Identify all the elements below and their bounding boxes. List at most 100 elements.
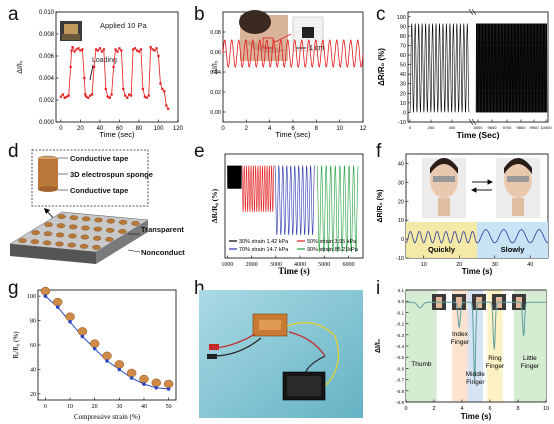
zoom-box (31, 149, 149, 207)
data-point (106, 95, 109, 98)
x-axis-label-a: Time (sec) (99, 130, 135, 139)
data-point (126, 96, 129, 99)
y-tick-label: -0.5 (396, 355, 404, 360)
data-point (75, 48, 78, 51)
data-point (87, 96, 90, 99)
x-tick-label: 6 (291, 126, 295, 132)
data-point (61, 93, 64, 96)
x-tick-label: 40 (97, 126, 104, 132)
sponge-marker (40, 286, 51, 296)
series-line-i (406, 301, 546, 381)
y-axis-label-e: ΔR/R₀ (%) (210, 188, 219, 223)
x-tick-label: 40 (527, 262, 533, 268)
sponge-marker (114, 360, 125, 369)
series-line-g (45, 295, 169, 390)
sponge-dot (80, 234, 90, 240)
data-point (102, 48, 105, 51)
legend-label: 50% strain 3.95 kPa (307, 239, 357, 245)
x-tick-label: 100 (153, 126, 164, 132)
sponge-marker (139, 374, 149, 384)
y-tick-label: 100 (397, 15, 406, 21)
sponge-dot (57, 214, 66, 220)
y-tick-label: 60 (30, 343, 36, 349)
y-tick-label: -10 (396, 256, 404, 262)
x-tick-label: 20 (92, 404, 98, 410)
x-tick-label: 4 (460, 406, 463, 412)
chart-e: 1000 2000 3000 4000 5000 6000 30% strain 1.42… (210, 153, 364, 276)
y-tick-label: -0.4 (396, 344, 404, 349)
x-tick-label: 30 (116, 404, 122, 410)
data-point (110, 93, 113, 96)
region-band (452, 290, 468, 402)
sponge-dot (55, 241, 64, 247)
sponge-dot (69, 215, 79, 221)
data-point (114, 48, 117, 51)
data-point (139, 48, 143, 51)
x-tick-label: 40 (141, 404, 147, 410)
sponge-dot (92, 245, 101, 250)
data-point (145, 96, 148, 99)
data-point (116, 50, 119, 53)
region-label-slowly: Slowly (501, 245, 526, 254)
x-tick-label: 400 (449, 125, 456, 130)
panel-label-a: a (8, 4, 19, 25)
data-point (92, 346, 97, 351)
y-tick-label: 0.000 (39, 120, 55, 126)
data-point (85, 95, 88, 98)
panel-label-d: d (8, 141, 19, 162)
y-tick-label: -0.8 (396, 389, 404, 394)
x-tick-label: 10000 (540, 125, 552, 130)
sponge-dot (43, 231, 53, 237)
sponge-dot (81, 216, 91, 222)
data-point (142, 382, 146, 386)
sponge-dot (18, 238, 27, 244)
x-tick-label: 9700 (503, 125, 513, 130)
y-tick-label: 90 (400, 24, 406, 30)
clip-leads (207, 322, 339, 387)
data-point (104, 87, 107, 91)
series-line-e-2 (274, 165, 315, 235)
sponge-dot (30, 239, 40, 245)
data-point (63, 96, 66, 99)
chart-b: 1 cm 0 2 4 6 8 10 120.000.020.040.060.08 Time … (210, 10, 367, 139)
y-tick-label: 0.02 (210, 90, 221, 96)
x-tick-label: 2000 (246, 262, 258, 268)
sensor-board (252, 313, 288, 337)
x-tick-label: 80 (136, 126, 143, 132)
panel-label-g: g (8, 278, 19, 299)
data-point (100, 50, 103, 53)
x-tick-label: 8 (315, 126, 319, 132)
sponge-marker (65, 312, 75, 322)
y-tick-label: 60 (400, 53, 406, 59)
data-point (157, 54, 160, 58)
region-slowly (477, 222, 548, 258)
data-point (98, 47, 102, 50)
data-point (84, 93, 87, 96)
sponge-dot (118, 229, 127, 234)
data-point (118, 47, 121, 50)
sponge-dot (81, 225, 90, 231)
y-tick-label: -10 (398, 120, 406, 126)
data-point (167, 107, 170, 110)
data-point (151, 48, 154, 51)
y-tick-label: 10 (398, 218, 404, 224)
y-tick-label: 80 (400, 34, 406, 40)
data-point (79, 49, 82, 52)
x-tick-label: 6000 (342, 262, 354, 268)
y-tick-label: 20 (400, 91, 406, 97)
y-tick-label: 20 (398, 199, 404, 205)
label-nonconductive-foam: Nonconductive foam (141, 248, 185, 257)
y-axis-label-i: ΔI/I₀ (375, 339, 382, 353)
x-tick-label: 10 (543, 406, 549, 412)
y-tick-label: 10 (400, 101, 406, 107)
label-conductive-tape-bottom: Conductive tape (70, 186, 128, 195)
y-tick-label: 0.04 (210, 70, 221, 76)
data-point (92, 65, 96, 69)
y-tick-label: 0.004 (39, 76, 55, 82)
data-point (81, 48, 84, 51)
photo-face-left (422, 158, 466, 218)
series-line-c-right (475, 23, 548, 113)
y-tick-label: 40 (30, 367, 36, 373)
swap-arrows (470, 179, 494, 193)
legend-label: 90% strain 85.21kPa (307, 247, 359, 253)
